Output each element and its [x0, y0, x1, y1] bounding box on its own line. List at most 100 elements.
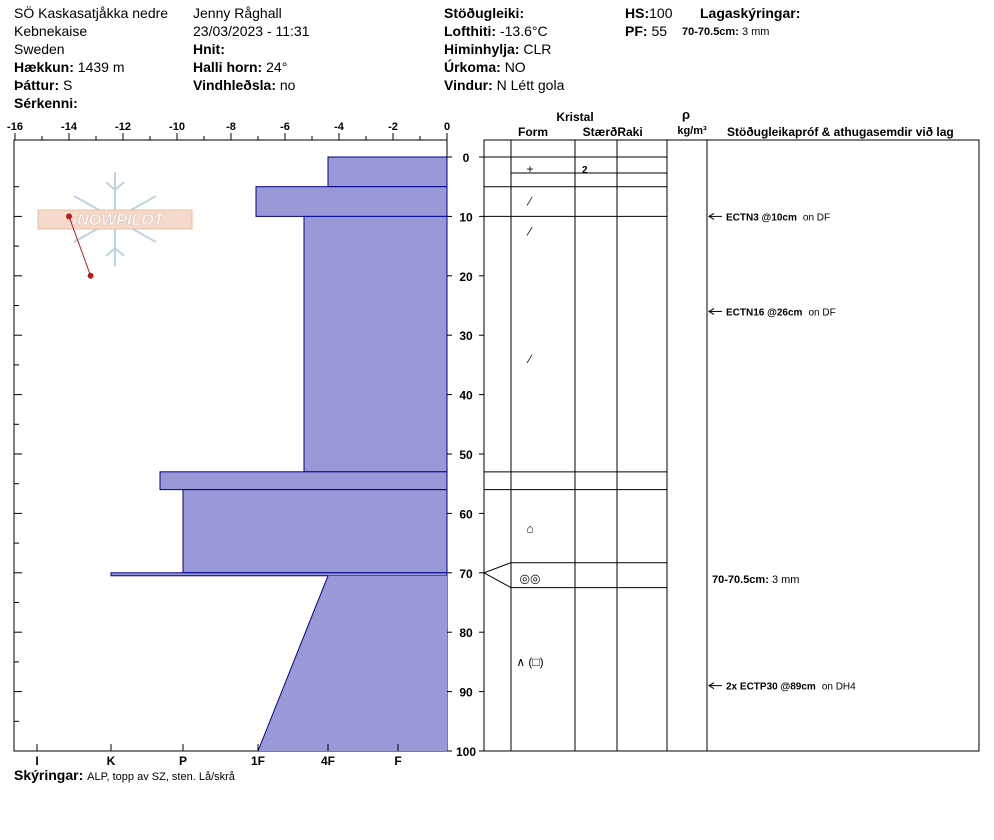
- hardness-tick-label: 4F: [321, 754, 335, 768]
- moisture-header: Raki: [617, 125, 642, 139]
- test-marker-arrow: [708, 308, 715, 315]
- test-entry: ECTN16 @26cm on DF: [726, 307, 836, 318]
- temperature-point: [66, 213, 72, 220]
- snowpilot-logo-text: SNOWPILOT: [67, 212, 165, 229]
- temp-tick-label: -16: [7, 121, 23, 133]
- temp-tick-label: -6: [280, 121, 290, 133]
- stability-field: Stöðugleiki:: [444, 5, 525, 21]
- depth-tick-label: 0: [463, 151, 470, 165]
- pf-field: PF: 55: [625, 23, 668, 39]
- hardness-layers: [110, 156, 448, 752]
- test-code: 2x ECTP30 @89cm: [726, 682, 816, 693]
- temp-tick-label: -14: [61, 121, 78, 133]
- test-entry: 2x ECTP30 @89cm on DH4: [726, 682, 856, 693]
- form-header: Form: [518, 125, 548, 139]
- region-name: Kebnekaise: [14, 23, 88, 39]
- sky-field: Himinhylja: CLR: [444, 41, 552, 57]
- test-note: on DF: [808, 307, 835, 318]
- elevation-field: Hækkun: 1439 m: [14, 59, 125, 75]
- hardness-layer-edge: [257, 575, 329, 752]
- temp-tick-label: -10: [169, 121, 185, 133]
- rho-header: ρ: [682, 107, 690, 122]
- temperature-axis: -16 -14 -12 -10 -8 -6 -4 -2 0: [7, 121, 450, 140]
- temp-tick-label: -12: [115, 121, 131, 133]
- temperature-profile: [66, 213, 94, 279]
- temp-tick-label: 0: [444, 121, 450, 133]
- test-marker-arrow: [708, 682, 715, 690]
- country-name: Sweden: [14, 41, 65, 57]
- precip-field: Úrkoma: NO: [444, 59, 526, 75]
- crystal-form-symbol: +: [526, 162, 533, 176]
- side-note-range: 70-70.5cm:: [712, 574, 769, 586]
- depth-tick-label: 70: [459, 567, 473, 581]
- depth-tick-label: 50: [459, 448, 473, 462]
- hardness-tick-label: I: [35, 754, 38, 768]
- slope-field: Halli horn: 24°: [193, 59, 288, 75]
- air-temp-field: Lofthiti: -13.6°C: [444, 23, 548, 39]
- density-unit-header: kg/m³: [677, 125, 707, 137]
- hardness-tick-label: 1F: [251, 754, 265, 768]
- hardness-tick-label: P: [179, 754, 187, 768]
- hardness-layer-6: [258, 575, 447, 751]
- hardness-layer-2: [303, 215, 448, 473]
- aspect-field: Þáttur: S: [14, 77, 73, 93]
- wind-field: Vindur: N Létt gola: [444, 77, 565, 93]
- hardness-axis: I K P 1F 4F F: [35, 744, 402, 768]
- hs-field: HS:100: [625, 5, 673, 21]
- layer-connector: [483, 562, 512, 574]
- crystal-form-symbol: ◎◎: [520, 572, 541, 586]
- test-note: on DF: [803, 212, 830, 223]
- test-code: ECTN3 @10cm: [726, 212, 797, 223]
- observer-name: Jenny Råghall: [193, 5, 282, 21]
- temperature-line: [68, 216, 92, 276]
- side-layer-note: 70-70.5cm: 3 mm: [712, 574, 799, 586]
- tests-header: Stöðugleikapróf & athugasemdir við lag: [727, 125, 954, 139]
- temp-tick-label: -2: [388, 121, 398, 133]
- hardness-layer-1: [255, 186, 448, 217]
- size-header: Stærð: [583, 125, 618, 139]
- hardness-tick-label: K: [107, 754, 116, 768]
- specifics-field: Sérkenni:: [14, 95, 78, 111]
- test-code: ECTN16 @26cm: [726, 307, 803, 318]
- temperature-point: [87, 272, 94, 279]
- depth-tick-label: 90: [459, 686, 473, 700]
- depth-tick-label: 100: [456, 745, 476, 759]
- layer-connector: [483, 572, 512, 589]
- crystal-form-symbol: ⁄: [526, 352, 533, 366]
- hardness-layer-5: [110, 572, 448, 577]
- location-name: SÖ Kaskasatjåkka nedre: [14, 5, 169, 21]
- hardness-layer-3: [159, 471, 448, 491]
- temp-tick-label: -8: [226, 121, 236, 133]
- depth-tick-label: 10: [459, 210, 473, 224]
- depth-tick-label: 30: [459, 329, 473, 343]
- crystal-form-symbol: ⌂: [526, 521, 533, 535]
- layer-table-rows: [483, 156, 667, 752]
- wind-loading-field: Vindhleðsla: no: [193, 77, 296, 93]
- test-entry: ECTN3 @10cm on DF: [726, 212, 830, 223]
- crystal-header: Kristal: [556, 110, 593, 124]
- left-depth-ticks: [14, 186, 22, 722]
- crystal-form-symbol: ⁄: [526, 195, 533, 209]
- hardness-tick-label: F: [394, 754, 401, 768]
- coordinates-field: Hnit:: [193, 41, 225, 57]
- hardness-layer-4: [182, 489, 448, 574]
- depth-tick-label: 20: [459, 270, 473, 284]
- crystal-symbols: +2 ⁄ ⁄ ⁄ ⌂ ◎◎ ∧ (□): [516, 162, 588, 669]
- temp-tick-label: -4: [334, 121, 345, 133]
- depth-tick-label: 80: [459, 626, 473, 640]
- stability-tests: ECTN3 @10cm on DF ECTN16 @26cm on DF 2x ECTP…: [708, 212, 856, 693]
- crystal-size-value: 2: [582, 165, 588, 176]
- test-note: on DH4: [822, 682, 856, 693]
- layer-notes-title: Lagaskýringar:: [700, 5, 801, 21]
- observation-datetime: 23/03/2023 - 11:31: [193, 23, 310, 39]
- layer-note-entry: 70-70.5cm: 3 mm: [682, 26, 770, 38]
- snowpilot-logo: SNOWPILOT: [37, 172, 193, 266]
- crystal-form-symbol: ∧ (□): [516, 655, 543, 669]
- crystal-form-symbol: ⁄: [526, 224, 533, 238]
- depth-tick-label: 40: [459, 389, 473, 403]
- footer-comments: Skýringar: ALP, topp av SZ, sten. Lå/skr…: [14, 767, 235, 783]
- depth-tick-label: 60: [459, 507, 473, 521]
- test-marker-arrow: [708, 212, 715, 220]
- layer-table-frame: [483, 139, 980, 752]
